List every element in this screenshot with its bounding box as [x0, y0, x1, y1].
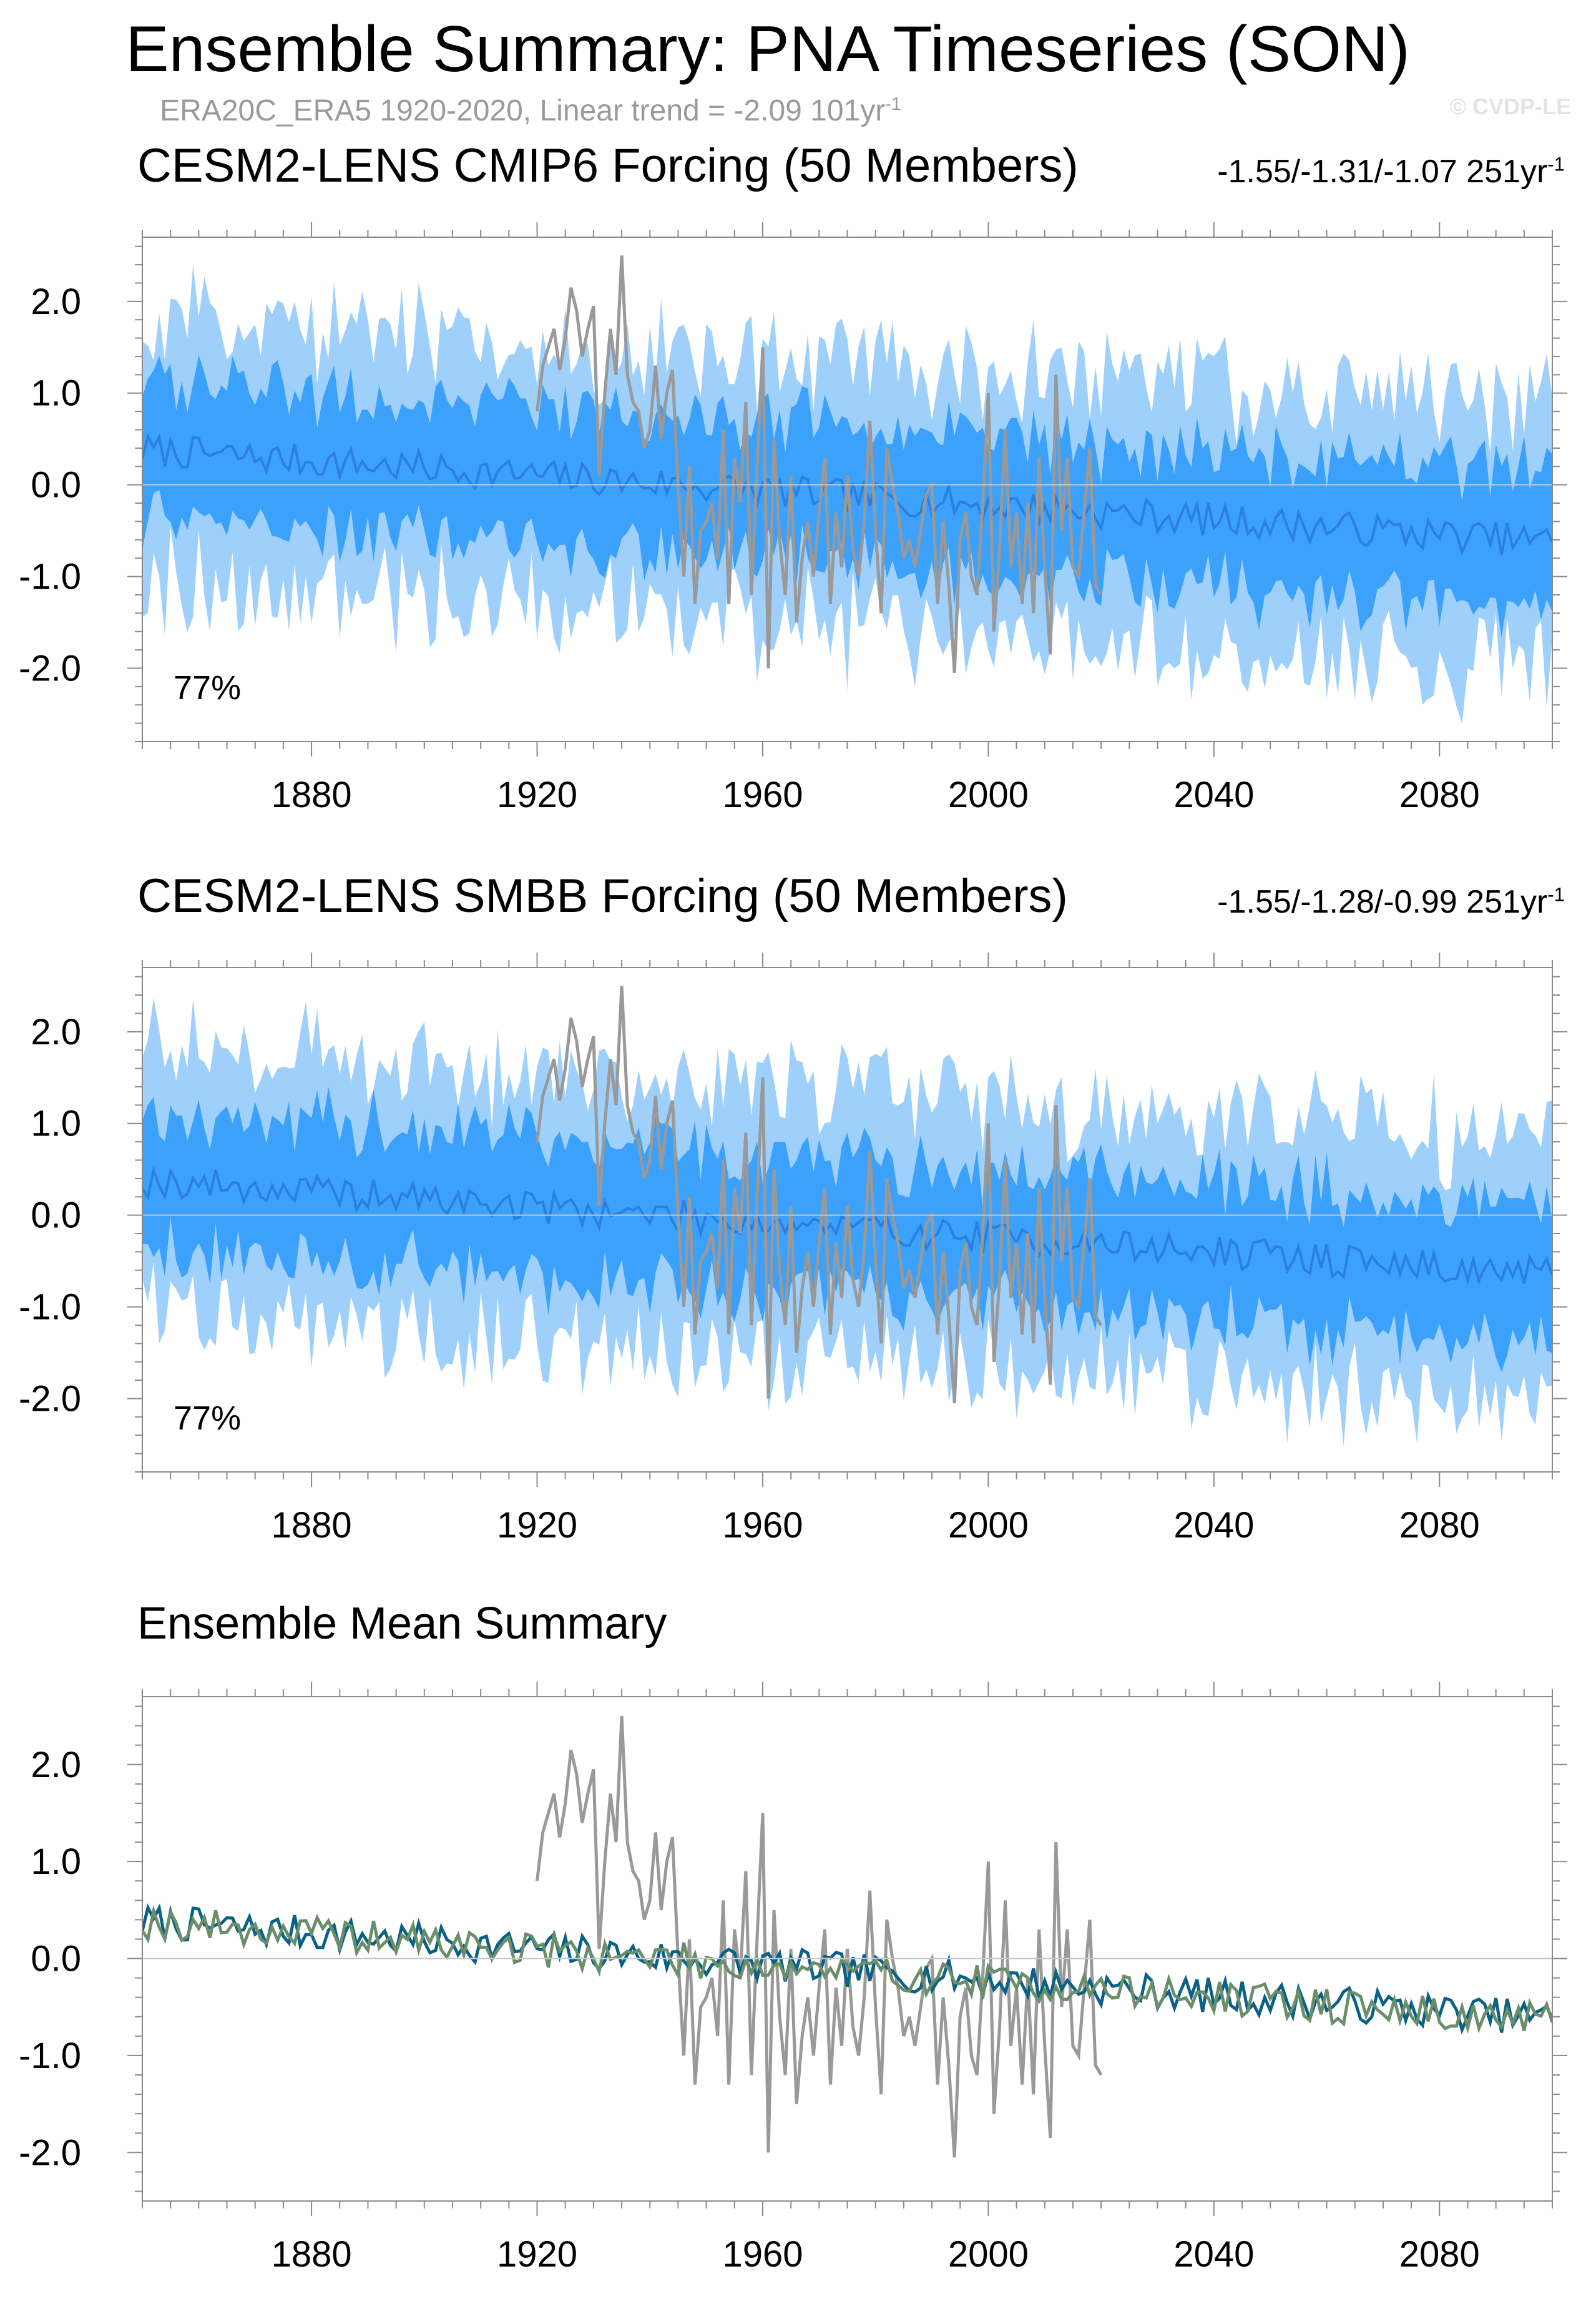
x-tick-label: 1920	[497, 2234, 577, 2275]
observations-line	[536, 986, 1103, 1403]
y-tick-label: -1.0	[19, 1287, 81, 1328]
chart-panel-cmip6: 1880 1920 1960 2000 2040 2080 -2.0 -1.0 0.0 1.0 2.…	[19, 222, 1567, 815]
x-tick-label: 2040	[1173, 2234, 1254, 2275]
watermark: © CVDP-LE	[1449, 94, 1571, 119]
x-tick-label: 1880	[272, 1505, 352, 1546]
x-tick-label: 1880	[272, 775, 352, 815]
y-tick-label: 2.0	[31, 1012, 81, 1052]
x-tick-label: 2040	[1173, 1505, 1254, 1546]
figure-subtitle-sup: -1	[885, 94, 901, 114]
y-tick-label: 0.0	[31, 1195, 81, 1236]
x-tick-label: 1960	[722, 775, 803, 815]
observations-line	[536, 1715, 1103, 2158]
trend-sup-smbb: -1	[1547, 883, 1565, 906]
panel-title-smbb: CESM2-LENS SMBB Forcing (50 Members)	[137, 870, 1068, 923]
figure-subtitle-text: ERA20C_ERA5 1920-2020, Linear trend = -2…	[160, 94, 886, 127]
y-tick-label: -2.0	[19, 1378, 81, 1419]
trend-sup-cmip6: -1	[1547, 153, 1565, 175]
percent-label: 77%	[174, 1400, 241, 1437]
x-tick-label: 2000	[948, 775, 1029, 815]
x-tick-label: 2080	[1399, 2234, 1480, 2275]
x-tick-label: 2040	[1173, 775, 1254, 815]
y-tick-label: -2.0	[19, 2132, 81, 2173]
y-tick-label: 0.0	[31, 465, 81, 506]
x-tick-label: 2080	[1399, 1505, 1480, 1546]
y-tick-label: 1.0	[31, 1104, 81, 1144]
x-tick-label: 1960	[722, 2234, 803, 2275]
figure-title: Ensemble Summary: PNA Timeseries (SON)	[125, 13, 1410, 86]
y-tick-label: 2.0	[31, 1745, 81, 1785]
plot-area-cmip6	[142, 255, 1552, 724]
y-tick-label: 1.0	[31, 1841, 81, 1882]
panel-title-summary: Ensemble Mean Summary	[137, 1599, 667, 1649]
y-tick-label: 0.0	[31, 1939, 81, 1979]
x-tick-label: 2080	[1399, 775, 1480, 815]
plot-area-smbb	[142, 986, 1552, 1446]
y-tick-label: -2.0	[19, 648, 81, 689]
x-tick-label: 1960	[722, 1505, 803, 1546]
y-tick-label: -1.0	[19, 557, 81, 597]
x-tick-label: 2000	[948, 2234, 1029, 2275]
x-tick-label: 1920	[497, 775, 577, 815]
percent-label: 77%	[174, 669, 241, 707]
y-tick-label: 1.0	[31, 373, 81, 414]
panel-title-cmip6: CESM2-LENS CMIP6 Forcing (50 Members)	[137, 139, 1079, 192]
x-tick-label: 1880	[272, 2234, 352, 2275]
y-tick-label: 2.0	[31, 282, 81, 322]
ensemble-mean-line	[142, 433, 1552, 556]
mean-line-smbb_mean	[142, 1905, 1552, 2034]
trend-label-smbb: -1.55/-1.28/-0.99 251yr-1	[1217, 883, 1565, 921]
observations-line	[536, 255, 1103, 673]
x-tick-label: 2000	[948, 1505, 1029, 1546]
figure-subtitle: ERA20C_ERA5 1920-2020, Linear trend = -2…	[0, 94, 1061, 128]
chart-panel-summary: 1880 1920 1960 2000 2040 2080 -2.0 -1.0 0.0 1.0 2.…	[19, 1682, 1567, 2275]
trend-label-cmip6: -1.55/-1.31/-1.07 251yr-1	[1217, 153, 1565, 190]
chart-panel-smbb: 1880 1920 1960 2000 2040 2080 -2.0 -1.0 0.0 1.0 2.…	[19, 953, 1567, 1546]
y-tick-label: -1.0	[19, 2036, 81, 2076]
x-tick-label: 1920	[497, 1505, 577, 1546]
trend-text-cmip6: -1.55/-1.31/-1.07 251yr	[1217, 154, 1548, 190]
plot-area-summary	[142, 1715, 1552, 2158]
trend-text-smbb: -1.55/-1.28/-0.99 251yr	[1217, 884, 1548, 920]
